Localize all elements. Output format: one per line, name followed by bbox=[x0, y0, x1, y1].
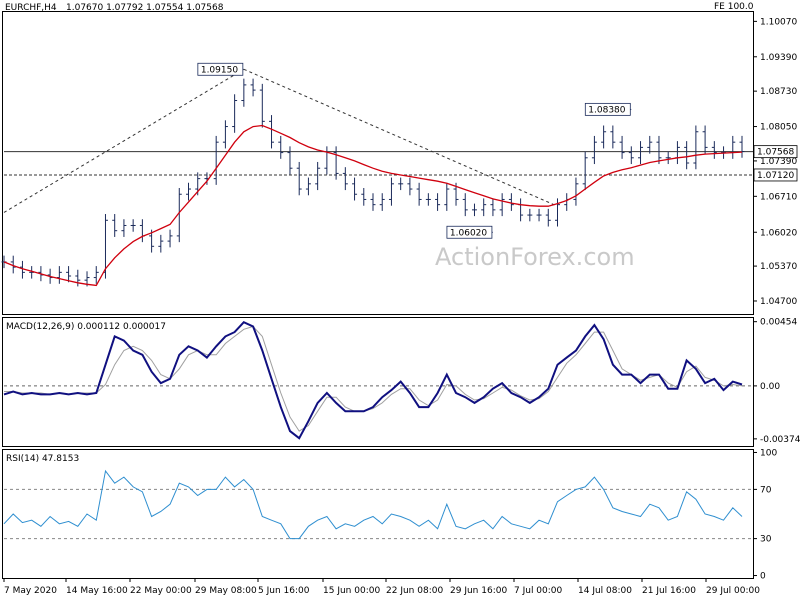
x-tick-label: 5 Jun 16:00 bbox=[258, 586, 310, 596]
x-tick-label: 29 May 08:00 bbox=[195, 586, 257, 596]
price-tick-label: 1.06710 bbox=[760, 192, 797, 202]
x-tick-label: 29 Jul 00:00 bbox=[706, 586, 760, 596]
trendline-up bbox=[3, 68, 245, 213]
x-tick-label: 15 Jun 00:00 bbox=[323, 586, 380, 596]
rsi-tick-label: 100 bbox=[760, 448, 777, 458]
macd-tick-label: 0.00 bbox=[760, 382, 780, 392]
price-annotation-label: 1.09150 bbox=[201, 65, 238, 75]
price-tick-label: 1.08050 bbox=[760, 123, 797, 133]
price-annotation-label: 1.08380 bbox=[588, 105, 625, 115]
macd-signal-line bbox=[4, 325, 743, 432]
price-level-label: 1.07568 bbox=[757, 148, 794, 158]
symbol-title: EURCHF,H4 bbox=[5, 3, 57, 13]
price-tick-label: 1.04700 bbox=[760, 297, 797, 307]
moving-average-line bbox=[3, 124, 743, 287]
rsi-tick-label: 70 bbox=[760, 485, 772, 495]
price-annotation-label: 1.06020 bbox=[450, 228, 487, 238]
rsi-panel bbox=[2, 449, 754, 579]
price-level-box bbox=[753, 168, 798, 182]
rsi-tick-label: 30 bbox=[760, 535, 772, 545]
x-tick-label: 29 Jun 16:00 bbox=[450, 586, 507, 596]
macd-line bbox=[3, 320, 743, 440]
macd-tick-label: 0.00454 bbox=[760, 318, 797, 328]
watermark: ActionForex.com bbox=[435, 243, 635, 271]
macd-panel bbox=[2, 317, 754, 447]
price-tick-label: 1.08730 bbox=[760, 87, 797, 97]
x-tick-label: 21 Jul 16:00 bbox=[642, 586, 696, 596]
x-tick-label: 14 May 16:00 bbox=[66, 586, 128, 596]
macd-title: MACD(12,26,9) 0.000112 0.000017 bbox=[6, 322, 166, 332]
rsi-tick-label: 0 bbox=[760, 572, 766, 582]
x-tick-label: 7 May 2020 bbox=[4, 586, 57, 596]
price-tick-label: 1.07390 bbox=[760, 157, 797, 167]
x-tick-label: 22 May 00:00 bbox=[130, 586, 192, 596]
rsi-line bbox=[3, 469, 743, 540]
price-tick-label: 1.10070 bbox=[760, 17, 797, 27]
price-level-label: 1.07120 bbox=[757, 171, 794, 181]
fe-corner-label: FE 100.0 bbox=[714, 2, 754, 12]
x-tick-label: 22 Jun 08:00 bbox=[386, 586, 443, 596]
price-panel bbox=[2, 11, 754, 315]
x-tick-label: 14 Jul 08:00 bbox=[578, 586, 632, 596]
ohlc-values: 1.07670 1.07792 1.07554 1.07568 bbox=[66, 3, 224, 13]
price-tick-label: 1.06020 bbox=[760, 228, 797, 238]
price-tick-label: 1.09390 bbox=[760, 53, 797, 63]
x-tick-label: 7 Jul 00:00 bbox=[514, 586, 563, 596]
rsi-title: RSI(14) 47.8153 bbox=[6, 454, 79, 464]
price-tick-label: 1.05370 bbox=[760, 262, 797, 272]
macd-tick-label: -0.003745 bbox=[760, 435, 800, 445]
price-level-box bbox=[753, 145, 798, 159]
